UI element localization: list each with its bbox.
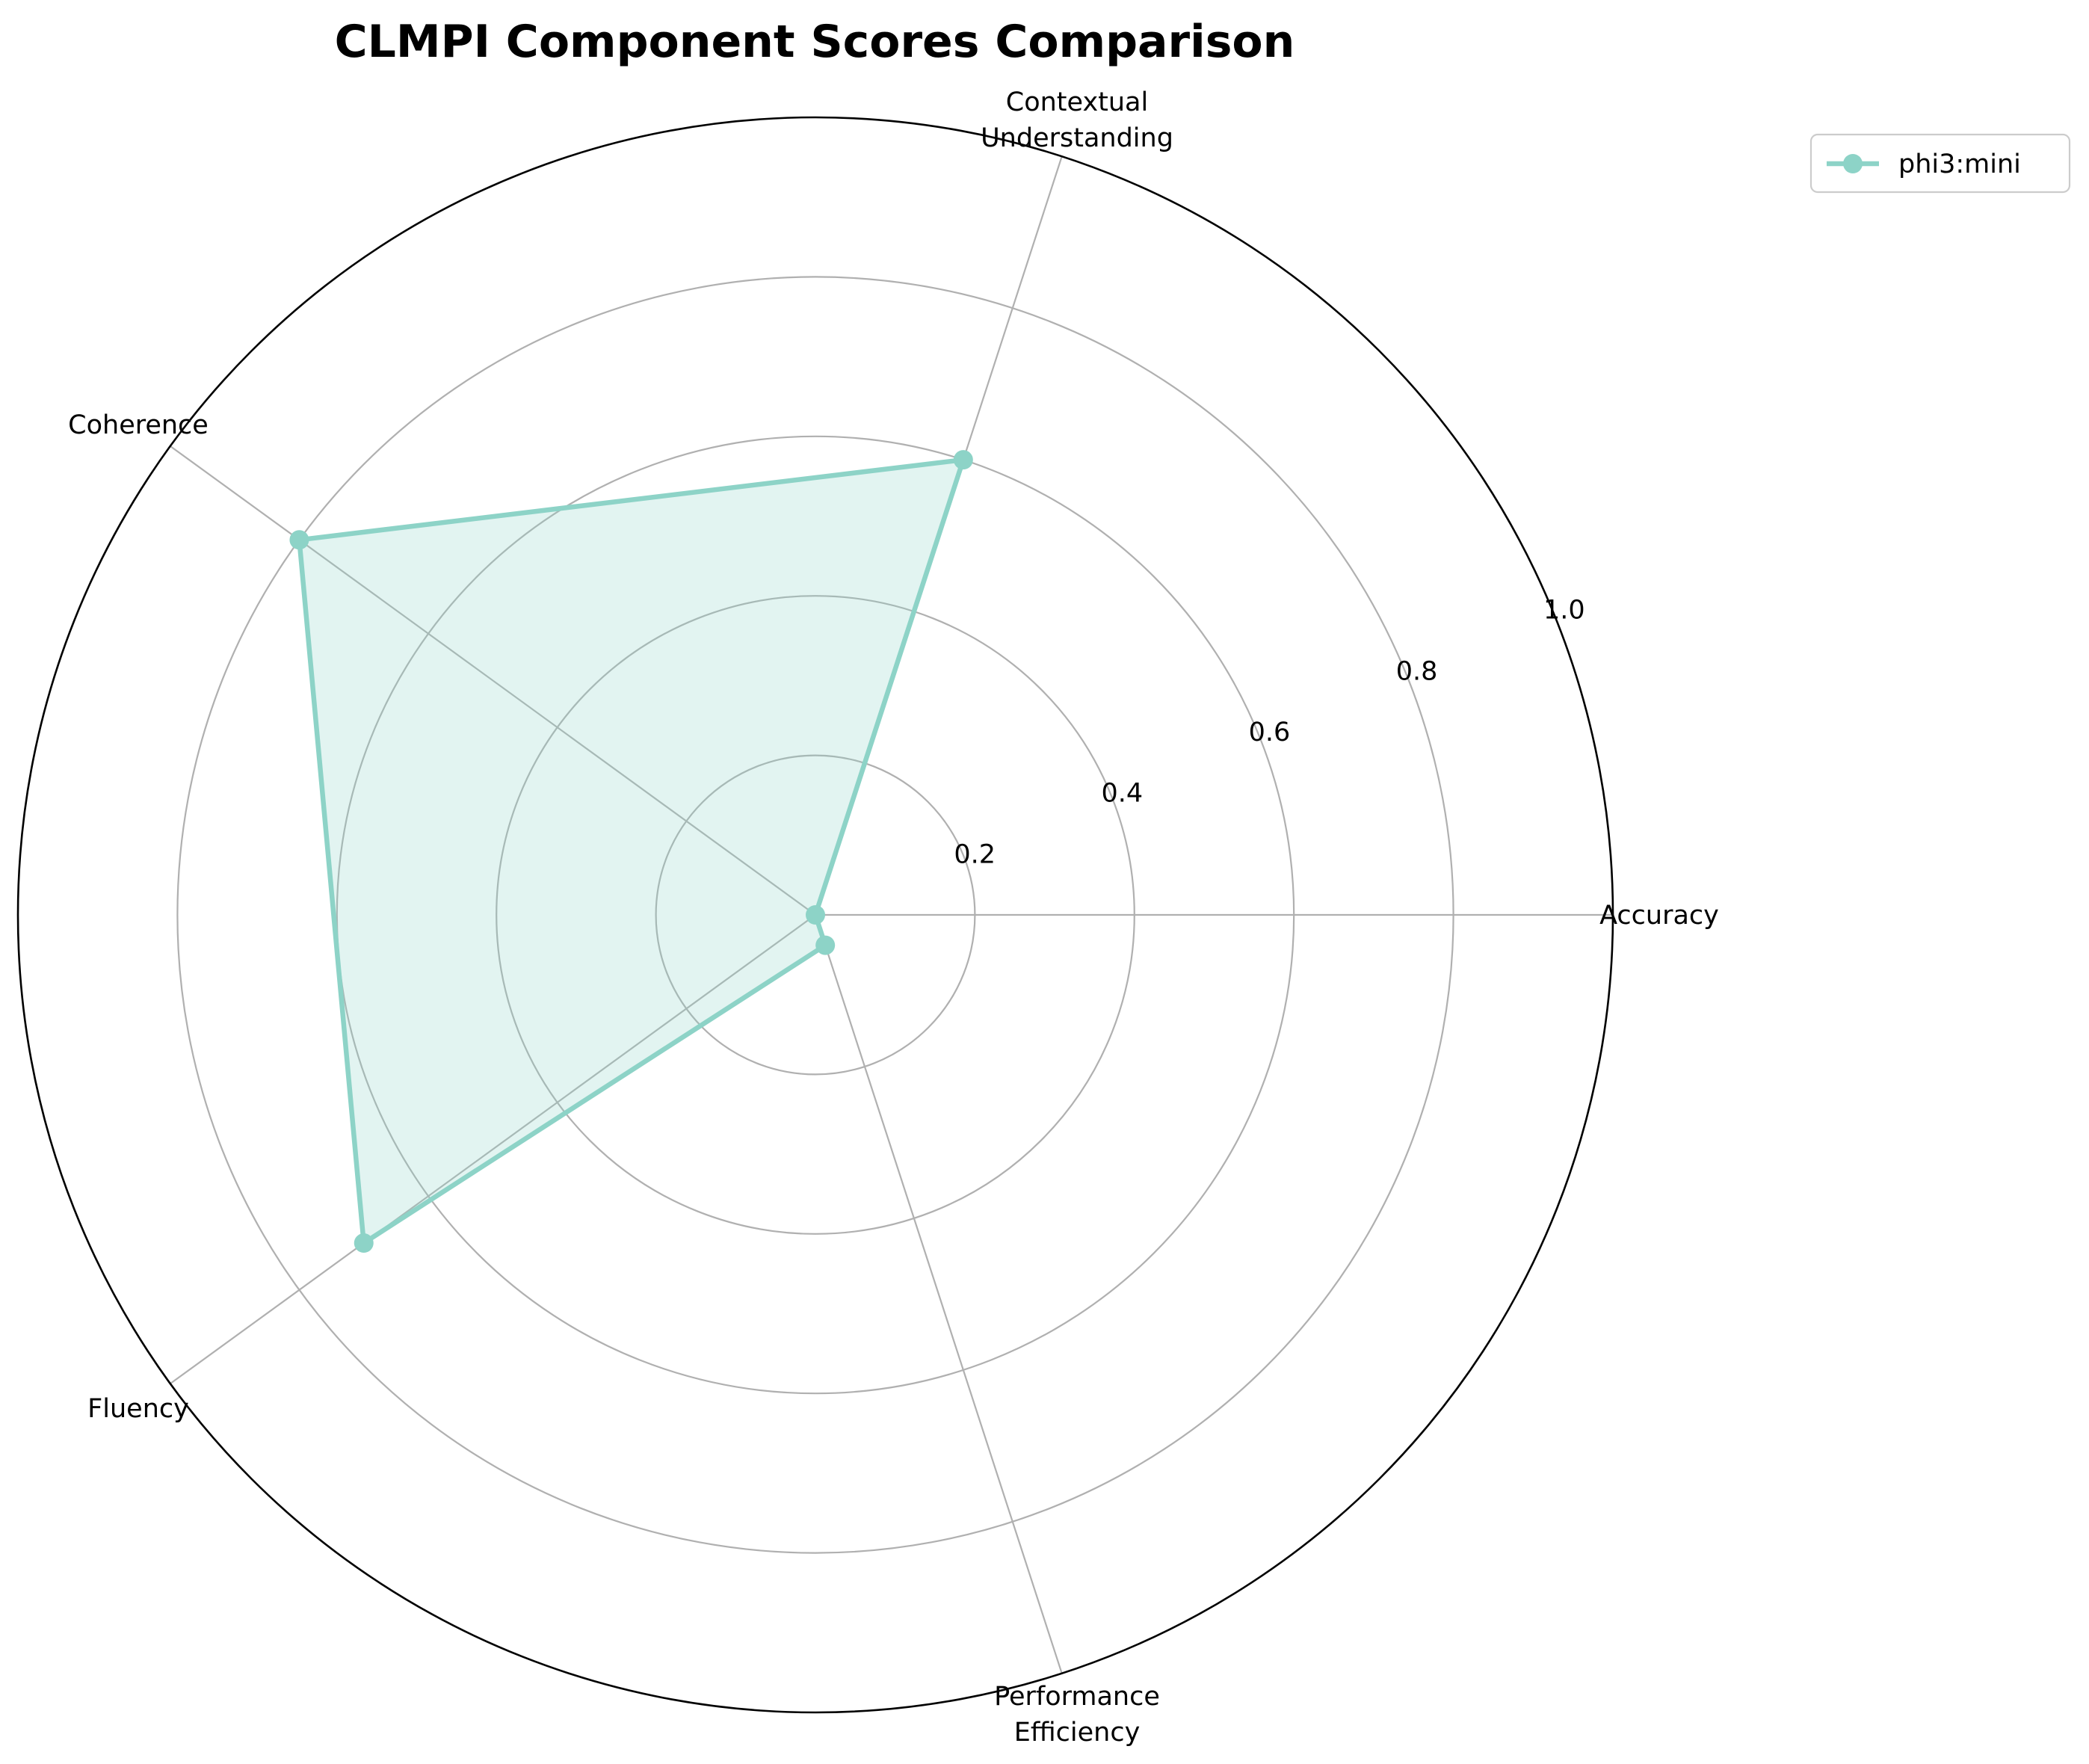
data-point xyxy=(815,935,836,955)
r-tick-label: 0.2 xyxy=(954,839,996,869)
polar-frame xyxy=(16,116,1614,1714)
spoke-gridline xyxy=(814,914,1063,1674)
data-point xyxy=(354,1233,374,1253)
data-point xyxy=(806,905,825,925)
category-label: Accuracy xyxy=(1599,901,1719,931)
legend: phi3:mini xyxy=(1809,133,2071,194)
legend-marker xyxy=(1843,154,1863,173)
series-fill-area xyxy=(299,460,963,1243)
chart-title: CLMPI Component Scores Comparison xyxy=(335,16,1295,68)
legend-entry-label: phi3:mini xyxy=(1898,149,2021,179)
r-tick-label: 0.6 xyxy=(1249,718,1291,747)
axis-labels: Accuracy Contextual Understanding Coherence… xyxy=(68,87,1719,1748)
legend-box xyxy=(1809,133,2071,194)
r-tick-label: 0.8 xyxy=(1396,656,1438,686)
spoke-gridline xyxy=(170,914,816,1385)
spoke-gridline xyxy=(170,445,816,916)
r-tick-label: 0.4 xyxy=(1101,779,1143,809)
data-point xyxy=(953,450,973,470)
category-label: Contextual Understanding xyxy=(981,87,1173,153)
category-label: Performance Efficiency xyxy=(994,1682,1160,1748)
data-point xyxy=(289,530,309,550)
r-tick-label: 1.0 xyxy=(1543,596,1585,626)
category-label: Coherence xyxy=(68,410,209,440)
series-layer xyxy=(289,450,973,1253)
radar-grid: 0.2 0.4 0.6 0.8 1.0 xyxy=(16,116,1614,1714)
category-label: Fluency xyxy=(87,1394,189,1424)
